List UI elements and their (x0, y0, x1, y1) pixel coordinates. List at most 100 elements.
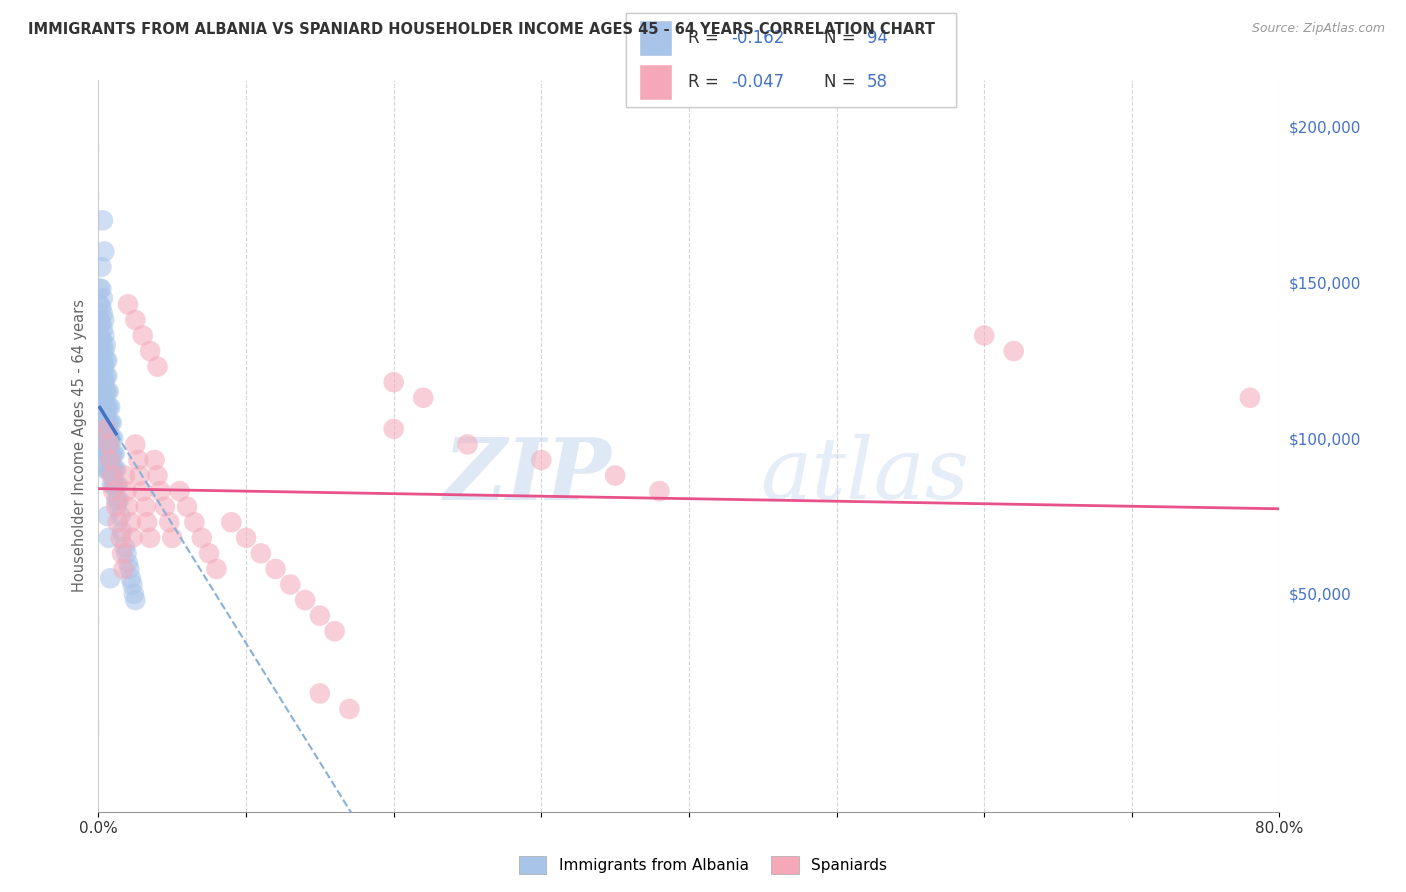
Point (94, 462, 117, 476)
Point (94, 384, 117, 399)
Point (153, 500, 176, 514)
Point (107, 478, 129, 492)
Point (94, 338, 117, 352)
Point (89, 282, 111, 296)
Point (107, 493, 129, 508)
Point (91, 431, 114, 445)
Text: 58: 58 (868, 73, 887, 91)
Point (107, 515, 129, 529)
Point (1239, 391, 1261, 405)
Point (96, 400, 118, 414)
Text: Source: ZipAtlas.com: Source: ZipAtlas.com (1251, 22, 1385, 36)
Point (128, 468, 150, 483)
Point (205, 562, 228, 576)
Point (97, 437, 120, 451)
Point (100, 447, 122, 461)
Point (90, 301, 112, 315)
Point (97, 431, 120, 445)
Point (97, 462, 120, 476)
Point (103, 447, 125, 461)
Point (135, 500, 157, 514)
Point (93, 328, 115, 343)
Point (162, 531, 183, 545)
Point (93, 244, 115, 259)
Point (136, 515, 159, 529)
Point (530, 453, 553, 467)
Text: R =: R = (689, 29, 724, 46)
Point (121, 577, 143, 591)
Point (98, 447, 121, 461)
Point (90, 378, 112, 392)
Point (96, 353, 118, 368)
Point (120, 571, 142, 585)
Point (91, 368, 114, 383)
Point (90, 260, 112, 274)
Point (97, 416, 120, 430)
Point (94, 368, 117, 383)
Point (264, 562, 287, 576)
Point (93, 359, 115, 374)
Point (103, 431, 125, 445)
Point (648, 484, 671, 499)
Point (294, 593, 316, 607)
Point (93, 406, 115, 420)
Point (143, 453, 166, 467)
Point (114, 540, 136, 554)
Point (96, 462, 118, 476)
Point (100, 462, 122, 476)
Point (323, 624, 346, 639)
Point (91, 213, 114, 227)
Point (105, 478, 128, 492)
Point (90, 393, 112, 408)
Y-axis label: Householder Income Ages 45 - 64 years: Householder Income Ages 45 - 64 years (72, 300, 87, 592)
Point (382, 422, 405, 436)
Point (149, 484, 172, 499)
Point (98, 462, 121, 476)
Point (94, 353, 117, 368)
Text: atlas: atlas (759, 434, 969, 516)
Text: N =: N = (824, 29, 860, 46)
Point (93, 391, 115, 405)
Point (183, 515, 205, 529)
Point (115, 546, 138, 560)
Point (90, 332, 112, 346)
Text: IMMIGRANTS FROM ALBANIA VS SPANIARD HOUSEHOLDER INCOME AGES 45 - 64 YEARS CORREL: IMMIGRANTS FROM ALBANIA VS SPANIARD HOUS… (28, 22, 935, 37)
Point (339, 702, 361, 716)
Point (309, 686, 332, 700)
Point (973, 328, 995, 343)
Point (96, 431, 118, 445)
Point (104, 462, 127, 476)
Point (110, 509, 132, 524)
Point (96, 509, 118, 524)
Point (89, 313, 111, 327)
Point (309, 608, 332, 623)
Point (98, 431, 121, 445)
Text: -0.047: -0.047 (731, 73, 785, 91)
Point (97, 384, 120, 399)
Point (139, 344, 162, 359)
Point (104, 478, 127, 492)
Point (103, 484, 125, 499)
Point (97, 531, 120, 545)
Point (117, 556, 139, 570)
Point (97, 447, 120, 461)
Point (90, 316, 112, 330)
Point (111, 524, 134, 539)
Point (111, 546, 134, 560)
Point (94, 422, 117, 436)
Point (132, 328, 155, 343)
Point (91, 384, 114, 399)
Point (100, 468, 122, 483)
Point (114, 468, 136, 483)
Point (93, 422, 115, 436)
Point (146, 468, 169, 483)
Point (605, 468, 627, 483)
Text: ZIP: ZIP (444, 434, 612, 517)
Point (412, 391, 434, 405)
Point (96, 368, 118, 383)
Point (93, 344, 115, 359)
Point (176, 500, 198, 514)
Point (221, 515, 243, 529)
Point (117, 297, 139, 311)
Point (457, 437, 479, 451)
